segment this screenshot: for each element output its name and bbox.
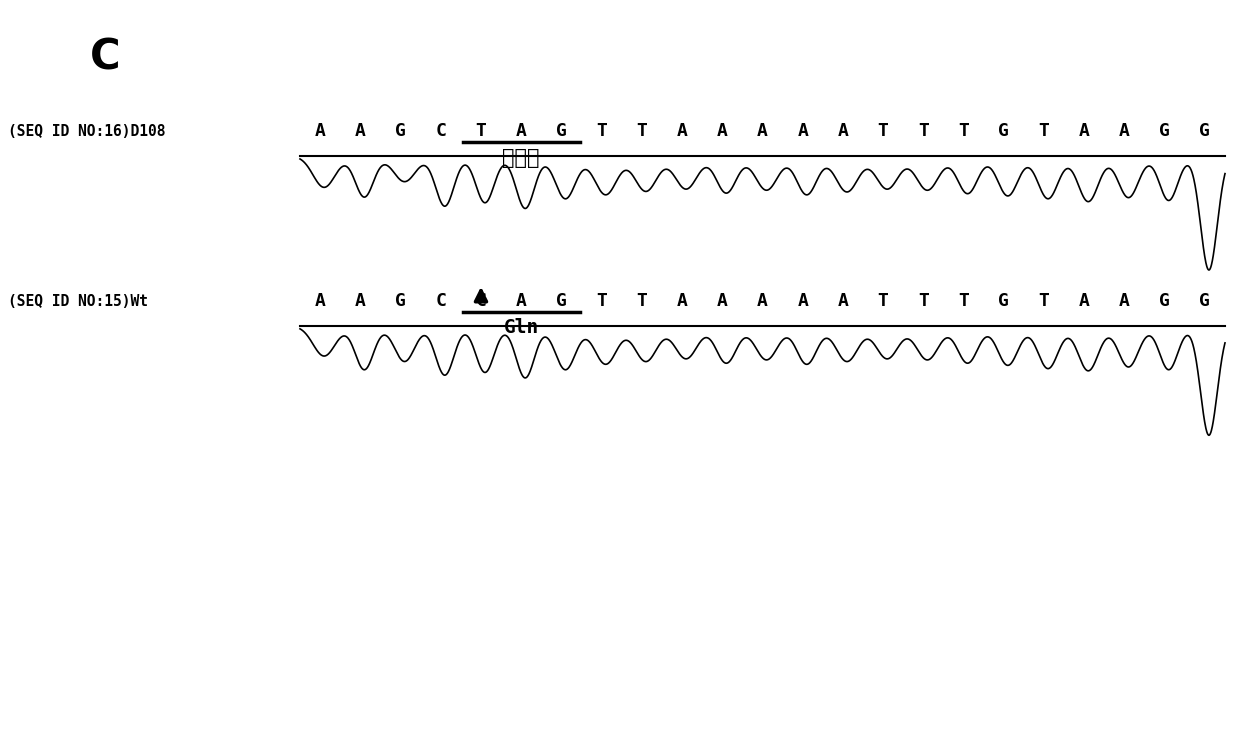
Text: G: G	[396, 122, 405, 140]
Text: T: T	[878, 292, 889, 310]
Text: G: G	[1199, 292, 1210, 310]
Text: T: T	[1039, 292, 1049, 310]
Text: A: A	[516, 292, 527, 310]
Text: (SEQ ID NO:16)D108: (SEQ ID NO:16)D108	[7, 123, 165, 138]
Text: 终止子: 终止子	[502, 148, 539, 168]
Text: A: A	[355, 292, 366, 310]
Text: G: G	[556, 122, 567, 140]
Text: A: A	[677, 122, 687, 140]
Text: T: T	[636, 292, 647, 310]
Text: T: T	[878, 122, 889, 140]
Text: T: T	[476, 122, 486, 140]
Text: T: T	[918, 292, 929, 310]
Text: A: A	[758, 292, 768, 310]
Text: A: A	[758, 122, 768, 140]
Text: A: A	[516, 122, 527, 140]
Text: G: G	[556, 292, 567, 310]
Text: C: C	[435, 292, 446, 310]
Text: A: A	[315, 292, 326, 310]
Text: G: G	[396, 292, 405, 310]
Text: T: T	[959, 292, 968, 310]
Text: A: A	[717, 292, 728, 310]
Text: A: A	[797, 292, 808, 310]
Text: T: T	[596, 292, 608, 310]
Text: T: T	[959, 122, 968, 140]
Text: A: A	[1079, 292, 1090, 310]
Text: A: A	[355, 122, 366, 140]
Text: A: A	[1118, 292, 1130, 310]
Text: A: A	[315, 122, 326, 140]
Text: A: A	[797, 122, 808, 140]
Text: G: G	[1159, 292, 1171, 310]
Text: G: G	[998, 292, 1009, 310]
Text: A: A	[677, 292, 687, 310]
Text: G: G	[1159, 122, 1171, 140]
Text: A: A	[1118, 122, 1130, 140]
Text: T: T	[596, 122, 608, 140]
Text: C: C	[476, 292, 486, 310]
Text: A: A	[837, 292, 848, 310]
Text: Gln: Gln	[503, 318, 539, 337]
Text: T: T	[918, 122, 929, 140]
Text: G: G	[1199, 122, 1210, 140]
Text: (SEQ ID NO:15)Wt: (SEQ ID NO:15)Wt	[7, 293, 148, 308]
Text: C: C	[89, 36, 120, 78]
Text: A: A	[717, 122, 728, 140]
Text: C: C	[435, 122, 446, 140]
Text: A: A	[1079, 122, 1090, 140]
Text: A: A	[837, 122, 848, 140]
Text: T: T	[636, 122, 647, 140]
Text: G: G	[998, 122, 1009, 140]
Text: T: T	[1039, 122, 1049, 140]
